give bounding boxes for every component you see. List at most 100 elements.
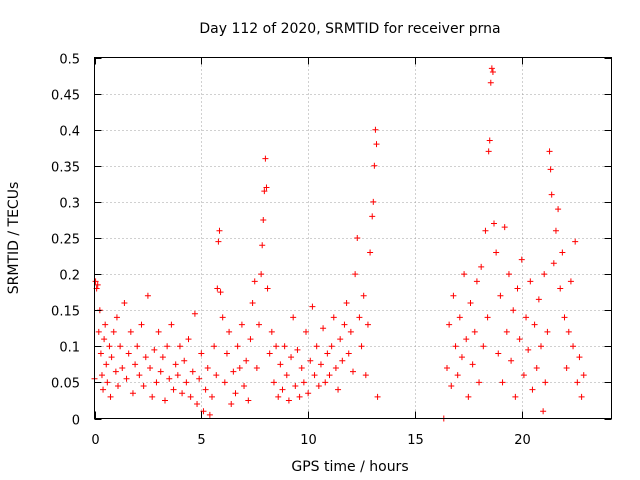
data-point bbox=[497, 292, 504, 299]
data-point bbox=[159, 354, 166, 361]
data-point bbox=[166, 375, 173, 382]
data-point bbox=[550, 260, 557, 267]
y-tick-label: 0.05 bbox=[51, 377, 80, 392]
data-point bbox=[531, 321, 538, 328]
data-point bbox=[236, 364, 243, 371]
y-tick-label: 0.35 bbox=[51, 161, 80, 176]
data-point bbox=[555, 206, 562, 213]
data-point bbox=[129, 390, 136, 397]
data-point bbox=[512, 393, 519, 400]
data-point bbox=[503, 328, 510, 335]
data-point bbox=[217, 289, 224, 296]
data-point bbox=[487, 79, 494, 86]
data-point bbox=[241, 383, 248, 390]
data-point bbox=[138, 321, 145, 328]
data-point bbox=[234, 343, 241, 350]
data-point bbox=[505, 271, 512, 278]
data-point bbox=[283, 372, 290, 379]
data-point bbox=[288, 354, 295, 361]
y-tick-label: 0.2 bbox=[59, 269, 80, 284]
x-tick-label: 15 bbox=[407, 433, 424, 448]
data-point bbox=[238, 321, 245, 328]
data-point bbox=[164, 343, 171, 350]
data-point bbox=[127, 328, 134, 335]
data-point bbox=[465, 393, 472, 400]
data-point bbox=[296, 393, 303, 400]
data-point bbox=[279, 386, 286, 393]
data-point bbox=[559, 249, 566, 256]
chart-title: Day 112 of 2020, SRMTID for receiver prn… bbox=[199, 21, 500, 37]
data-point bbox=[292, 383, 299, 390]
data-point bbox=[446, 321, 453, 328]
data-point bbox=[354, 235, 361, 241]
data-point bbox=[565, 328, 572, 335]
data-point bbox=[204, 364, 211, 371]
data-point bbox=[168, 321, 175, 328]
data-point bbox=[245, 397, 252, 404]
data-point bbox=[232, 390, 239, 397]
data-point bbox=[214, 285, 221, 292]
x-tick-label: 5 bbox=[197, 433, 205, 448]
data-point bbox=[482, 227, 489, 234]
data-point bbox=[499, 379, 506, 386]
y-tick-label: 0.15 bbox=[51, 305, 80, 320]
data-point bbox=[315, 383, 322, 390]
data-point bbox=[103, 361, 110, 368]
axis-ticks bbox=[94, 57, 612, 420]
data-point bbox=[574, 379, 581, 386]
data-point bbox=[185, 336, 192, 343]
data-point bbox=[557, 285, 564, 292]
data-point bbox=[373, 141, 380, 148]
data-point bbox=[259, 242, 266, 249]
data-point bbox=[189, 368, 196, 375]
data-point bbox=[187, 393, 194, 400]
data-point bbox=[456, 314, 463, 321]
data-point bbox=[495, 350, 502, 357]
data-point bbox=[155, 328, 162, 335]
data-point bbox=[305, 390, 312, 397]
data-point bbox=[444, 364, 450, 371]
data-point bbox=[136, 372, 143, 379]
data-point bbox=[285, 397, 292, 404]
data-point bbox=[117, 343, 124, 350]
data-point bbox=[473, 278, 480, 285]
x-tick-label: 10 bbox=[300, 433, 317, 448]
data-point bbox=[491, 220, 497, 227]
data-point bbox=[360, 292, 367, 299]
data-point bbox=[174, 372, 181, 379]
data-point bbox=[330, 314, 337, 321]
data-point bbox=[486, 137, 493, 144]
data-point bbox=[268, 328, 275, 335]
data-point bbox=[125, 350, 132, 357]
data-point bbox=[469, 361, 476, 368]
data-point bbox=[191, 310, 198, 317]
data-point bbox=[454, 372, 461, 379]
data-point bbox=[230, 368, 237, 375]
data-point bbox=[467, 299, 474, 306]
data-point bbox=[471, 328, 478, 335]
data-point bbox=[108, 354, 115, 361]
data-point bbox=[311, 372, 318, 379]
data-point bbox=[317, 361, 324, 368]
y-tick-label: 0.5 bbox=[59, 53, 80, 68]
data-point bbox=[561, 314, 568, 321]
y-tick-label: 0.3 bbox=[59, 197, 80, 212]
data-point bbox=[221, 379, 228, 386]
x-tick-labels: 0 5 10 15 20 bbox=[91, 433, 530, 448]
data-point bbox=[343, 299, 350, 306]
y-tick-labels: 0 0.05 0.1 0.15 0.2 0.25 0.3 0.35 0.4 0.45 0.5 bbox=[51, 53, 80, 429]
data-point bbox=[107, 393, 114, 400]
data-point bbox=[320, 325, 327, 332]
data-point bbox=[151, 346, 158, 353]
data-point bbox=[570, 343, 577, 350]
data-point bbox=[332, 364, 339, 371]
data-point bbox=[92, 278, 99, 285]
data-point bbox=[484, 314, 491, 321]
data-point bbox=[374, 393, 381, 400]
data-point bbox=[339, 357, 346, 364]
y-tick-label: 0.4 bbox=[59, 125, 80, 140]
data-point bbox=[106, 343, 113, 350]
data-point bbox=[134, 343, 141, 350]
data-point bbox=[541, 271, 548, 278]
